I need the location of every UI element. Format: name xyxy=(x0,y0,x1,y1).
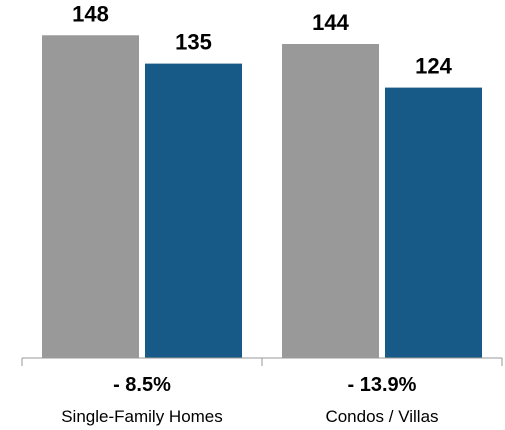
value-label-0-1: 144 xyxy=(312,10,349,35)
category-label-1: Condos / Villas xyxy=(325,407,438,426)
change-labels-group: - 8.5% - 13.9% xyxy=(113,374,417,396)
change-label-1: - 13.9% xyxy=(348,374,417,396)
change-label-0: - 8.5% xyxy=(113,374,171,396)
bars-group xyxy=(42,35,482,359)
category-label-0: Single-Family Homes xyxy=(61,407,223,426)
value-labels-group: 148 135 144 124 xyxy=(72,1,452,78)
bar-blue-1 xyxy=(385,87,482,358)
x-axis-ticks xyxy=(21,358,503,366)
value-label-1-0: 135 xyxy=(175,30,212,55)
bar-blue-0 xyxy=(145,63,242,358)
category-labels-group: Single-Family Homes Condos / Villas xyxy=(61,407,438,426)
bar-gray-0 xyxy=(42,35,139,358)
bar-gray-1 xyxy=(282,43,379,359)
value-label-0-0: 148 xyxy=(72,1,109,26)
value-label-1-1: 124 xyxy=(415,54,452,79)
